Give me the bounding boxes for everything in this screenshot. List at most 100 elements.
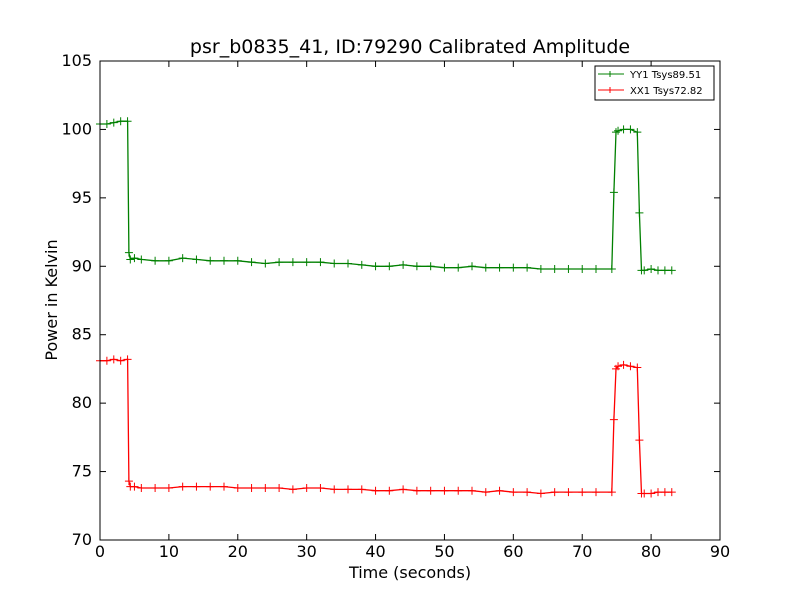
data-point-marker [667, 488, 676, 497]
data-point-marker [164, 483, 173, 492]
data-point-marker [578, 265, 587, 274]
data-point-marker [592, 488, 600, 497]
data-point-marker [192, 255, 201, 264]
data-point-marker [550, 265, 559, 274]
data-point-marker [654, 266, 662, 275]
data-point-marker [495, 263, 504, 272]
data-point-marker [564, 488, 573, 497]
data-point-marker [206, 482, 215, 491]
data-point-marker [607, 488, 616, 497]
data-point-marker [399, 485, 408, 494]
x-tick-label: 80 [641, 542, 661, 561]
data-point-marker [178, 482, 187, 491]
y-tick-label: 85 [72, 325, 92, 344]
data-point-marker [123, 355, 132, 364]
data-point-marker [412, 262, 421, 271]
data-point-marker [426, 262, 435, 271]
data-point-marker [123, 117, 132, 126]
data-point-marker [468, 486, 476, 495]
data-point-marker [261, 259, 270, 268]
y-axis-ticks: 70 75 80 85 90 95 100 105 [61, 51, 720, 549]
data-point-marker [495, 486, 504, 495]
legend: YY1 Tsys89.51 XX1 Tsys72.82 [594, 65, 715, 101]
data-point-marker [233, 483, 242, 492]
plot-lines [96, 117, 676, 498]
data-point-marker [275, 483, 284, 492]
data-point-marker [523, 488, 532, 497]
data-point-marker [647, 265, 656, 274]
data-point-marker [635, 436, 644, 445]
data-point-marker [509, 263, 518, 272]
data-point-marker [357, 260, 366, 269]
y-tick-label: 75 [72, 462, 92, 481]
data-point-marker [609, 188, 618, 197]
data-point-marker [660, 488, 669, 497]
data-point-marker [164, 256, 173, 265]
x-tick-label: 10 [159, 542, 179, 561]
data-point-marker [454, 263, 463, 272]
x-tick-label: 50 [434, 542, 454, 561]
data-point-marker [523, 263, 532, 272]
data-point-marker [109, 118, 118, 127]
data-point-marker [619, 125, 628, 134]
data-point-marker [116, 356, 125, 365]
data-point-marker [330, 485, 339, 494]
data-point-marker [206, 256, 215, 265]
x-axis-label: Time (seconds) [348, 563, 471, 582]
data-point-marker [647, 489, 656, 498]
y-axis-label: Power in Kelvin [42, 239, 61, 360]
data-point-marker [633, 363, 642, 372]
legend-label-xx1: XX1 Tsys72.82 [630, 86, 703, 97]
data-point-marker [126, 255, 135, 264]
data-point-marker [399, 260, 408, 269]
data-point-marker [330, 259, 339, 268]
data-point-marker [640, 489, 649, 498]
legend-marker-xx1 [607, 87, 613, 93]
x-tick-label: 90 [710, 542, 730, 561]
x-tick-label: 20 [228, 542, 248, 561]
data-point-marker [261, 483, 270, 492]
data-point-marker [578, 488, 587, 497]
data-point-marker [481, 263, 490, 272]
data-point-marker [633, 128, 642, 137]
series-line-0 [100, 120, 672, 272]
data-point-marker [385, 262, 394, 271]
x-tick-label: 70 [572, 542, 592, 561]
data-point-marker [614, 362, 623, 371]
x-axis-ticks: 0 10 20 30 40 50 60 70 80 90 [95, 61, 730, 561]
data-point-marker [626, 125, 635, 134]
data-point-marker [288, 485, 297, 494]
data-point-marker [102, 119, 111, 128]
data-point-marker [344, 485, 352, 494]
data-point-marker [220, 482, 228, 491]
data-point-marker [654, 488, 662, 497]
data-point-marker [412, 486, 421, 495]
data-point-marker [371, 486, 380, 495]
data-point-marker [275, 258, 284, 267]
data-point-marker [626, 362, 635, 371]
data-point-marker [220, 256, 228, 265]
data-point-marker [124, 248, 133, 257]
data-point-marker [302, 258, 311, 267]
data-point-marker [592, 265, 600, 274]
data-point-marker [344, 259, 352, 268]
series-line-1 [100, 358, 672, 495]
x-tick-label: 60 [503, 542, 523, 561]
data-point-marker [660, 266, 669, 275]
data-point-marker [102, 356, 111, 365]
data-point-marker [247, 258, 256, 267]
data-point-marker [426, 486, 435, 495]
legend-label-yy1: YY1 Tsys89.51 [629, 70, 701, 81]
data-point-marker [640, 266, 649, 275]
data-point-marker [635, 208, 644, 217]
data-point-marker [481, 488, 490, 497]
y-tick-label: 80 [72, 393, 92, 412]
data-point-marker [178, 254, 187, 263]
data-point-marker [454, 486, 463, 495]
data-point-marker [288, 258, 297, 267]
y-tick-label: 70 [72, 530, 92, 549]
y-tick-label: 95 [72, 188, 92, 207]
x-tick-label: 30 [296, 542, 316, 561]
y-tick-label: 90 [72, 256, 92, 275]
data-point-marker [385, 486, 394, 495]
